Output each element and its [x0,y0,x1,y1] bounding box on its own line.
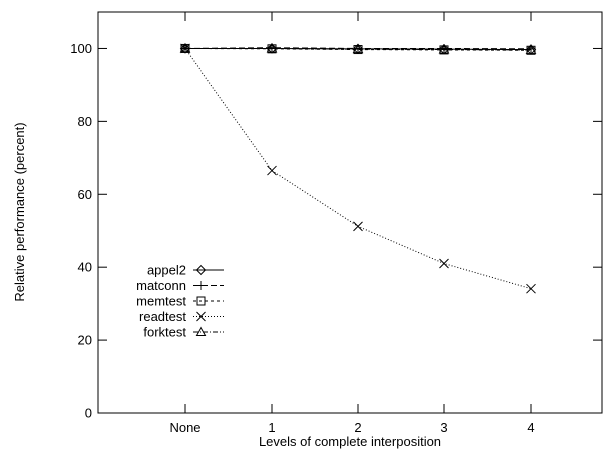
y-tick-label: 40 [78,260,92,275]
legend-item-readtest: readtest [139,309,224,324]
data-point-forktest [525,44,537,54]
series-line-memtest [184,47,532,51]
data-point-readtest [439,258,449,269]
x-tick-label: 3 [440,420,447,435]
x-tick-label: 4 [527,420,534,435]
data-point-forktest [179,42,191,53]
y-axis-label: Relative performance (percent) [12,122,27,301]
legend-label: memtest [136,294,186,309]
data-point-readtest [267,165,277,176]
series-line-forktest [185,47,532,51]
series-line-readtest [184,48,532,290]
legend-label: readtest [139,309,186,324]
legend-label: matconn [136,278,186,293]
series-layer [179,42,537,294]
data-point-forktest [352,43,364,54]
y-axis-ticks: 0 20 40 60 80 100 [70,41,602,421]
y-tick-label: 60 [78,187,92,202]
data-point-forktest [438,44,450,54]
y-tick-label: 0 [85,406,92,421]
legend-item-memtest: memtest [136,294,224,309]
legend-label: appel2 [147,263,186,278]
legend-item-forktest: forktest [143,325,224,340]
y-tick-label: 20 [78,333,92,348]
x-tick-label: None [169,420,200,435]
x-axis-ticks: None 1 2 3 4 [169,12,535,435]
legend-marker [196,281,206,290]
legend-item-appel2: appel2 [147,263,224,278]
x-tick-label: 2 [354,420,361,435]
legend-marker [195,326,207,336]
plot-frame [97,11,603,414]
series-forktest [179,42,537,54]
legend-marker [196,311,206,322]
series-readtest [180,43,536,294]
data-point-readtest [526,283,536,294]
x-tick-label: 1 [268,420,275,435]
legend-marker [195,264,207,276]
y-tick-label: 80 [78,114,92,129]
legend-item-matconn: matconn [136,278,224,293]
x-axis-label: Levels of complete interposition [259,434,441,449]
data-point-readtest [353,221,363,232]
y-tick-label: 100 [70,41,92,56]
data-point-forktest [266,42,278,53]
legend-marker [196,296,206,306]
legend-label: forktest [143,325,186,340]
